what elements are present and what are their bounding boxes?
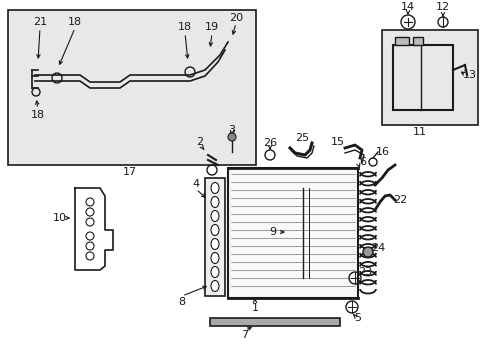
Text: 26: 26 — [263, 138, 277, 148]
Text: 18: 18 — [31, 110, 45, 120]
Ellipse shape — [210, 252, 219, 264]
Text: 5: 5 — [354, 313, 361, 323]
Text: 21: 21 — [33, 17, 47, 27]
Ellipse shape — [210, 280, 219, 292]
Bar — [227, 168, 357, 298]
Ellipse shape — [210, 238, 219, 249]
Text: 18: 18 — [178, 22, 192, 32]
Text: 1: 1 — [251, 303, 258, 313]
Text: 25: 25 — [294, 133, 308, 143]
Text: 22: 22 — [392, 195, 407, 205]
Ellipse shape — [210, 266, 219, 278]
Bar — [209, 318, 339, 326]
Ellipse shape — [210, 211, 219, 221]
Text: 23: 23 — [357, 267, 371, 277]
Text: 6: 6 — [359, 157, 366, 167]
Bar — [381, 30, 477, 125]
Text: 13: 13 — [462, 70, 476, 80]
Text: 20: 20 — [228, 13, 243, 23]
Circle shape — [362, 247, 372, 257]
Text: 10: 10 — [53, 213, 67, 223]
Text: 17: 17 — [122, 167, 137, 177]
Text: 19: 19 — [204, 22, 219, 32]
Bar — [394, 37, 408, 45]
Bar — [8, 10, 256, 165]
Text: 3: 3 — [228, 125, 235, 135]
Bar — [392, 45, 452, 110]
Text: 12: 12 — [435, 2, 449, 12]
Text: 18: 18 — [68, 17, 82, 27]
Bar — [204, 178, 224, 296]
Ellipse shape — [210, 183, 219, 194]
Text: 11: 11 — [412, 127, 426, 137]
Text: 7: 7 — [241, 330, 248, 340]
Text: 16: 16 — [375, 147, 389, 157]
Text: 14: 14 — [400, 2, 414, 12]
Text: 15: 15 — [330, 137, 345, 147]
Text: 8: 8 — [178, 297, 185, 307]
Circle shape — [227, 133, 236, 141]
Text: 4: 4 — [192, 179, 199, 189]
Bar — [412, 37, 422, 45]
Text: 24: 24 — [370, 243, 385, 253]
Text: 9: 9 — [269, 227, 276, 237]
Text: 2: 2 — [196, 137, 203, 147]
Ellipse shape — [210, 225, 219, 235]
Ellipse shape — [210, 197, 219, 207]
